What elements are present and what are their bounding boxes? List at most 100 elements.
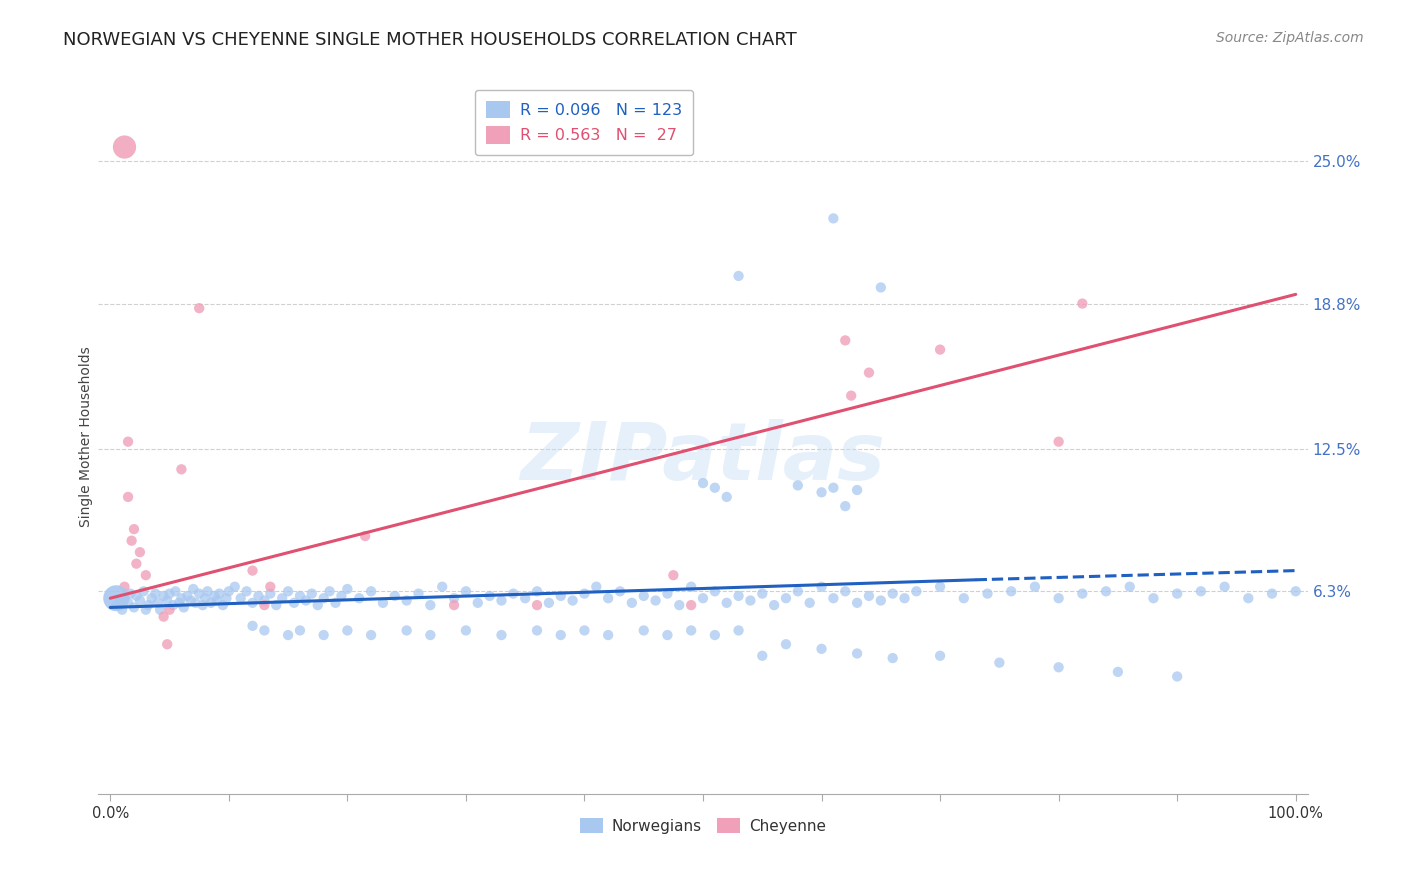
- Point: [703, 481, 725, 495]
- Point: [200, 596, 222, 610]
- Point: [1047, 591, 1070, 606]
- Point: [526, 624, 548, 638]
- Point: [598, 628, 620, 642]
- Point: [1166, 669, 1188, 683]
- Point: [692, 476, 714, 491]
- Point: [716, 490, 738, 504]
- Point: [550, 589, 572, 603]
- Point: [1047, 660, 1070, 674]
- Point: [823, 211, 845, 226]
- Point: [204, 589, 226, 603]
- Point: [136, 598, 159, 612]
- Point: [176, 589, 198, 603]
- Point: [620, 596, 643, 610]
- Point: [146, 596, 169, 610]
- Point: [194, 591, 217, 606]
- Point: [846, 596, 869, 610]
- Point: [184, 596, 207, 610]
- Point: [681, 580, 703, 594]
- Point: [882, 586, 904, 600]
- Point: [259, 586, 281, 600]
- Point: [212, 598, 235, 612]
- Point: [846, 483, 869, 497]
- Point: [929, 648, 952, 663]
- Point: [242, 619, 264, 633]
- Point: [1166, 586, 1188, 600]
- Point: [149, 603, 172, 617]
- Point: [120, 586, 142, 600]
- Point: [810, 641, 832, 656]
- Point: [763, 598, 786, 612]
- Point: [893, 591, 915, 606]
- Point: [156, 593, 179, 607]
- Point: [432, 580, 454, 594]
- Point: [846, 647, 869, 661]
- Point: [330, 589, 353, 603]
- Point: [408, 586, 430, 600]
- Point: [235, 584, 257, 599]
- Point: [988, 656, 1011, 670]
- Point: [122, 600, 145, 615]
- Point: [114, 140, 136, 154]
- Point: [170, 591, 193, 606]
- Point: [467, 596, 489, 610]
- Point: [318, 584, 340, 599]
- Point: [152, 589, 174, 603]
- Point: [354, 529, 377, 543]
- Point: [1095, 584, 1118, 599]
- Point: [371, 596, 394, 610]
- Point: [644, 593, 666, 607]
- Point: [162, 598, 184, 612]
- Point: [454, 584, 477, 599]
- Point: [858, 366, 880, 380]
- Point: [515, 591, 537, 606]
- Point: [740, 593, 762, 607]
- Point: [360, 584, 382, 599]
- Point: [336, 582, 359, 596]
- Point: [703, 584, 725, 599]
- Point: [336, 624, 359, 638]
- Point: [277, 628, 299, 642]
- Point: [834, 499, 856, 513]
- Point: [122, 522, 145, 536]
- Point: [129, 593, 152, 607]
- Point: [929, 580, 952, 594]
- Point: [657, 586, 679, 600]
- Point: [598, 591, 620, 606]
- Point: [301, 586, 323, 600]
- Point: [869, 593, 891, 607]
- Point: [105, 591, 128, 606]
- Point: [1261, 586, 1284, 600]
- Point: [799, 596, 821, 610]
- Point: [173, 600, 195, 615]
- Point: [312, 628, 335, 642]
- Point: [882, 651, 904, 665]
- Point: [1142, 591, 1164, 606]
- Point: [125, 589, 148, 603]
- Point: [574, 624, 596, 638]
- Point: [108, 593, 131, 607]
- Point: [585, 580, 607, 594]
- Point: [537, 596, 560, 610]
- Point: [395, 593, 418, 607]
- Point: [786, 478, 808, 492]
- Point: [152, 609, 174, 624]
- Point: [125, 557, 148, 571]
- Point: [834, 334, 856, 348]
- Point: [288, 589, 311, 603]
- Point: [165, 584, 187, 599]
- Point: [491, 593, 513, 607]
- Point: [419, 628, 441, 642]
- Point: [117, 596, 139, 610]
- Point: [1213, 580, 1236, 594]
- Point: [775, 591, 797, 606]
- Point: [170, 462, 193, 476]
- Point: [360, 628, 382, 642]
- Point: [786, 584, 808, 599]
- Point: [929, 343, 952, 357]
- Point: [561, 593, 583, 607]
- Point: [727, 624, 749, 638]
- Point: [751, 586, 773, 600]
- Point: [1189, 584, 1212, 599]
- Point: [657, 628, 679, 642]
